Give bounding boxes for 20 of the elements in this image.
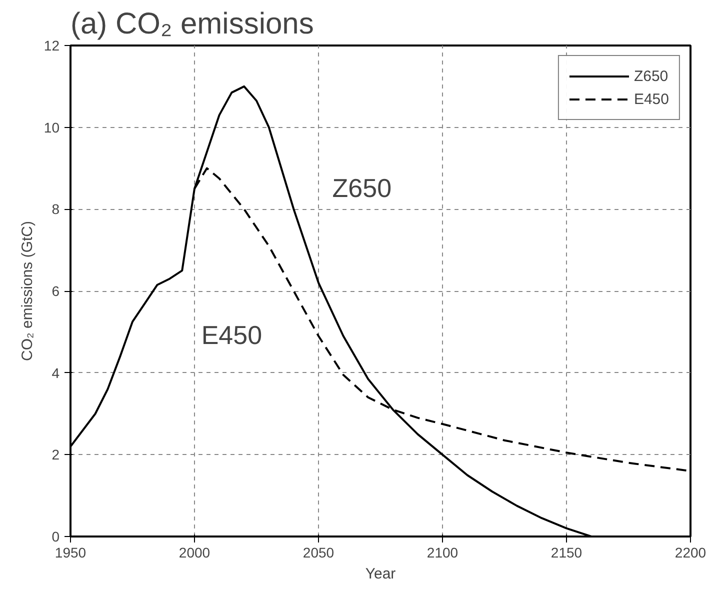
x-tick-label: 2050 xyxy=(302,544,334,560)
x-tick-label: 1950 xyxy=(54,544,86,560)
x-tick-label: 2150 xyxy=(550,544,582,560)
chart-title: (a) CO₂ emissions xyxy=(70,8,314,40)
legend-label: Z650 xyxy=(634,68,668,84)
y-tick-label: 4 xyxy=(52,364,60,381)
y-tick-label: 8 xyxy=(52,201,60,218)
y-tick-label: 0 xyxy=(52,528,60,544)
annotation: E450 xyxy=(201,320,262,350)
x-tick-label: 2100 xyxy=(426,544,458,560)
y-tick-label: 10 xyxy=(44,119,60,136)
x-axis-title: Year xyxy=(365,566,396,582)
x-tick-label: 2000 xyxy=(178,544,210,560)
annotation: Z650 xyxy=(332,172,392,203)
legend-label: E450 xyxy=(634,90,669,108)
y-tick-label: 2 xyxy=(52,446,60,463)
y-tick-label: 6 xyxy=(52,283,60,299)
y-axis-title: CO₂ emissions (GtC) xyxy=(18,220,36,361)
y-tick-label: 12 xyxy=(44,38,60,54)
x-tick-label: 2200 xyxy=(674,544,706,560)
